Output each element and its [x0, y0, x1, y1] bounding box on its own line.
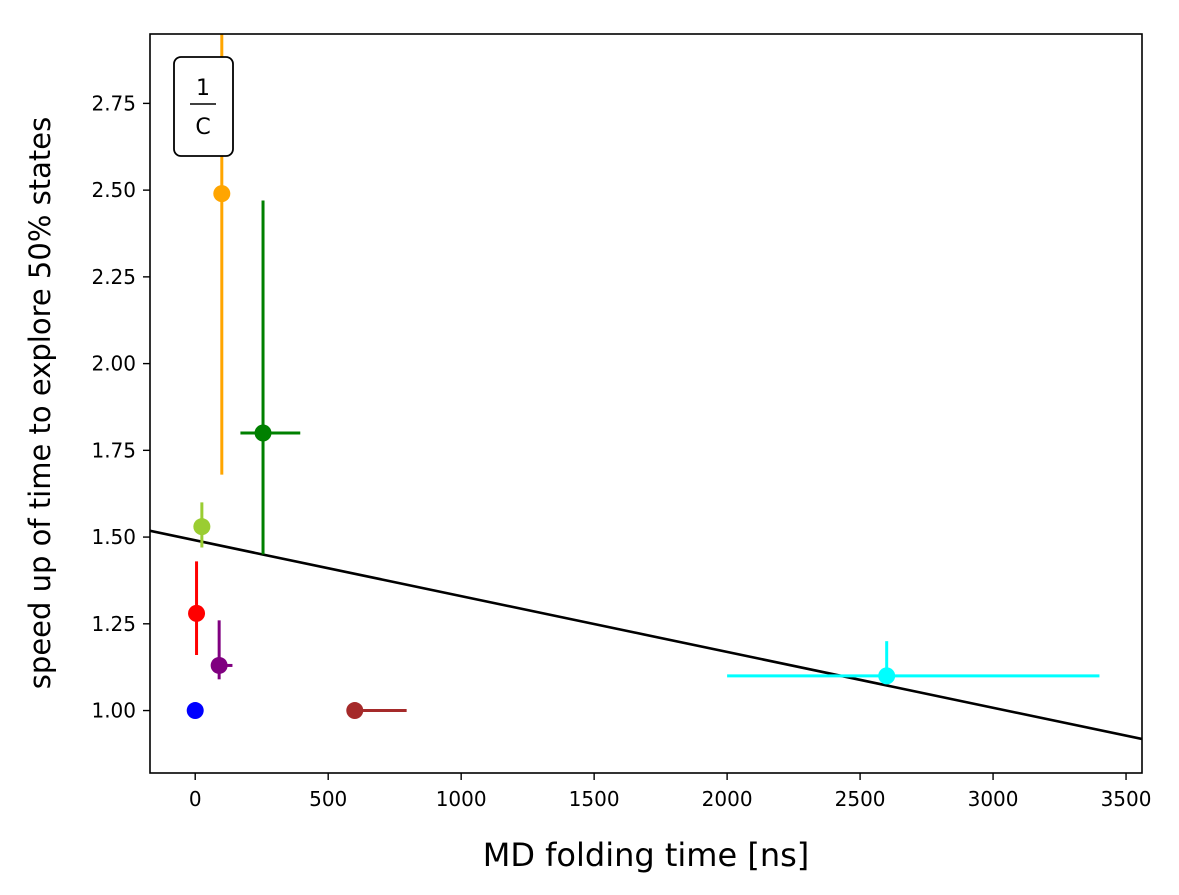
data-point [878, 667, 896, 685]
x-tick-label: 3000 [968, 787, 1019, 811]
data-point [186, 702, 204, 720]
x-tick-label: 500 [309, 787, 347, 811]
data-point [193, 518, 211, 536]
y-tick-label: 2.25 [91, 265, 136, 289]
data-point [188, 604, 206, 622]
x-tick-label: 1000 [436, 787, 487, 811]
y-axis-title: speed up of time to explore 50% states [23, 117, 57, 689]
x-tick-label: 3500 [1101, 787, 1152, 811]
fit-line [150, 529, 1142, 741]
plot-background [150, 34, 1142, 773]
inset-label-box: 1 C [173, 56, 234, 157]
data-point [254, 424, 272, 442]
y-tick-label: 2.75 [91, 91, 136, 115]
y-tick-label: 1.75 [91, 438, 136, 462]
chart-marks [150, 34, 1142, 741]
x-tick-label: 2500 [835, 787, 886, 811]
x-axis-title: MD folding time [ns] [483, 836, 810, 874]
data-point [213, 185, 231, 203]
data-point [210, 656, 228, 674]
inset-denominator: C [195, 115, 210, 140]
x-tick-label: 1500 [569, 787, 620, 811]
inset-numerator: 1 [196, 76, 210, 101]
plot-frame [149, 33, 1143, 774]
axes: 0 500 1000 1500 2000 2500 3000 3500 1.00 1.25 1.50… [91, 91, 1151, 811]
y-tick-label: 2.50 [91, 178, 136, 202]
data-point [346, 702, 364, 720]
x-tick-label: 0 [189, 787, 202, 811]
y-tick-label: 1.25 [91, 612, 136, 636]
y-tick-label: 1.00 [91, 699, 136, 723]
y-tick-label: 1.50 [91, 525, 136, 549]
y-tick-label: 2.00 [91, 352, 136, 376]
x-tick-label: 2000 [702, 787, 753, 811]
